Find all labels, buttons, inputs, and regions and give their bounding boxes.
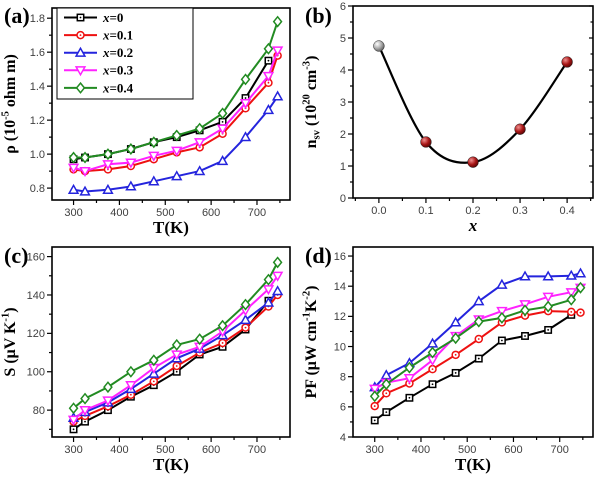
panel-c-label: (c) <box>4 243 29 268</box>
svg-text:700: 700 <box>551 444 569 456</box>
panel-a: (a) 300 400 500 600 700 0.8 1.0 1.2 1.4 1.6 1.8 T(K… <box>0 0 301 240</box>
svg-text:0.1: 0.1 <box>418 205 433 217</box>
svg-text:140: 140 <box>27 290 45 302</box>
svg-text:T(K): T(K) <box>455 455 491 474</box>
svg-text:14: 14 <box>334 281 346 293</box>
panel-c: (c) 300 400 500 600 700 80 100 120 140 160 T(K) S (… <box>0 240 301 479</box>
svg-text:8: 8 <box>340 371 346 383</box>
svg-text:4: 4 <box>340 65 346 77</box>
svg-text:6: 6 <box>340 402 346 414</box>
svg-text:6: 6 <box>340 1 346 13</box>
svg-text:1: 1 <box>340 161 346 173</box>
svg-text:0: 0 <box>340 193 346 205</box>
svg-text:400: 400 <box>110 444 128 456</box>
svg-text:4: 4 <box>340 432 346 444</box>
svg-text:1.6: 1.6 <box>30 47 45 59</box>
svg-text:0.8: 0.8 <box>30 183 45 195</box>
panel-b-label: (b) <box>305 3 332 28</box>
svg-text:300: 300 <box>64 207 82 219</box>
svg-text:T(K): T(K) <box>153 218 189 237</box>
svg-text:300: 300 <box>366 444 384 456</box>
svg-text:12: 12 <box>334 311 346 323</box>
panel-b-plot: 0.0 0.1 0.2 0.3 0.4 0 1 2 3 4 5 6 x nsv (1020 cm-3) <box>302 1 594 235</box>
svg-text:500: 500 <box>156 444 174 456</box>
svg-text:16: 16 <box>334 251 346 263</box>
svg-text:S (μV K-1): S (μV K-1) <box>1 307 19 376</box>
svg-text:x=0: x=0 <box>102 10 123 25</box>
svg-text:80: 80 <box>33 405 45 417</box>
svg-text:PF (μW cm-1K-2): PF (μW cm-1K-2) <box>302 286 320 399</box>
svg-text:1.8: 1.8 <box>30 13 45 25</box>
svg-text:700: 700 <box>248 207 266 219</box>
panel-c-plot: 300 400 500 600 700 80 100 120 140 160 T(K) S (μV K… <box>1 246 291 474</box>
svg-text:300: 300 <box>64 444 82 456</box>
svg-text:400: 400 <box>412 444 430 456</box>
svg-text:0.2: 0.2 <box>465 205 480 217</box>
svg-text:0.3: 0.3 <box>512 205 527 217</box>
panel-a-plot: 300 400 500 600 700 0.8 1.0 1.2 1.4 1.6 1.8 T(K) ρ (… <box>1 7 291 237</box>
svg-text:1.4: 1.4 <box>30 81 45 93</box>
panel-d: (d) 300 400 500 600 700 4 6 8 10 12 14 16 T(K) PF (μW… <box>301 240 602 479</box>
panel-d-label: (d) <box>305 243 332 268</box>
svg-text:400: 400 <box>110 207 128 219</box>
svg-text:x=0.1: x=0.1 <box>102 28 133 43</box>
svg-text:600: 600 <box>504 444 522 456</box>
panel-b: (b) 0.0 0.1 0.2 0.3 0.4 0 1 2 3 4 5 6 x nsv (1020 cm-… <box>301 0 602 240</box>
svg-text:500: 500 <box>458 444 476 456</box>
svg-text:100: 100 <box>27 367 45 379</box>
svg-text:1.2: 1.2 <box>30 115 45 127</box>
svg-text:T(K): T(K) <box>153 455 189 474</box>
svg-text:600: 600 <box>202 207 220 219</box>
svg-text:2: 2 <box>340 129 346 141</box>
svg-text:nsv (1020 cm-3): nsv (1020 cm-3) <box>302 56 323 149</box>
svg-text:160: 160 <box>27 251 45 263</box>
svg-text:1.0: 1.0 <box>30 149 45 161</box>
svg-text:10: 10 <box>334 341 346 353</box>
svg-text:5: 5 <box>340 33 346 45</box>
svg-text:x=0.2: x=0.2 <box>102 45 133 60</box>
svg-text:x=0.3: x=0.3 <box>102 63 134 78</box>
svg-text:x: x <box>468 216 478 235</box>
svg-text:x=0.4: x=0.4 <box>102 80 134 95</box>
svg-text:700: 700 <box>248 444 266 456</box>
svg-text:3: 3 <box>340 97 346 109</box>
svg-text:120: 120 <box>27 328 45 340</box>
svg-text:0.0: 0.0 <box>371 205 386 217</box>
svg-text:500: 500 <box>156 207 174 219</box>
svg-text:ρ (10-5 ohm m): ρ (10-5 ohm m) <box>1 54 19 154</box>
svg-text:0.4: 0.4 <box>559 205 574 217</box>
panel-d-plot: 300 400 500 600 700 4 6 8 10 12 14 16 T(K) PF (μW cm-… <box>302 246 594 474</box>
panel-a-label: (a) <box>4 3 30 28</box>
svg-text:600: 600 <box>202 444 220 456</box>
